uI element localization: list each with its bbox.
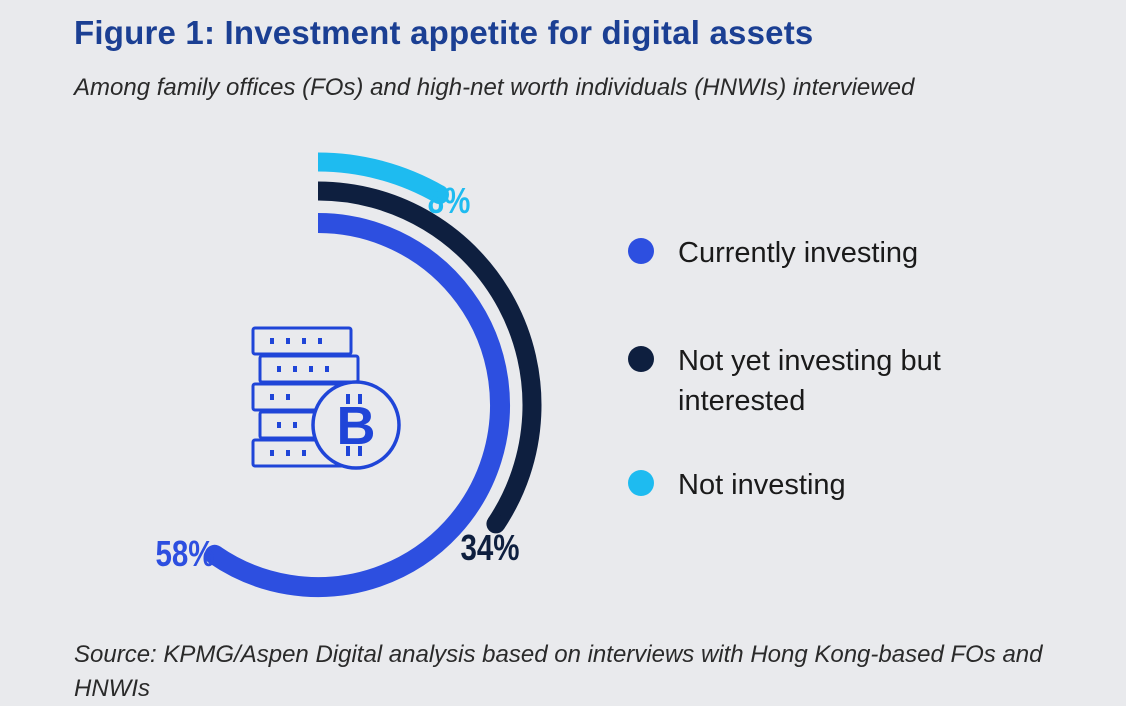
chart-title: Figure 1: Investment appetite for digita… xyxy=(74,14,814,51)
value-label-currently-investing: 58% xyxy=(155,533,214,573)
bar-not-investing xyxy=(317,152,445,203)
value-label-not-investing: 8% xyxy=(428,180,471,220)
legend-label: Not investing xyxy=(678,469,846,501)
bar-currently-investing xyxy=(208,213,510,597)
source-note: Source: KPMG/Aspen Digital analysis base… xyxy=(74,641,1043,702)
legend-item-currently-investing: Currently investing xyxy=(628,234,918,273)
legend-label: Currently investing xyxy=(678,237,919,269)
legend-swatch-interested xyxy=(628,346,654,372)
legend-swatch-not-investing xyxy=(628,470,654,496)
legend-item-interested: Not yet investing but interested xyxy=(628,342,1008,421)
bar-interested xyxy=(317,181,542,530)
legend-item-not-investing: Not investing xyxy=(628,466,846,505)
bar-end-cap-currently-investing xyxy=(204,544,225,565)
bar-end-cap-interested xyxy=(486,514,506,534)
bitcoin-coin xyxy=(311,380,401,470)
legend-label: Not yet investing but interested xyxy=(678,345,941,417)
bitcoin-symbol: B xyxy=(337,396,376,456)
bitcoin-server-icon: B xyxy=(251,326,401,470)
chart-subtitle: Among family offices (FOs) and high-net … xyxy=(74,74,915,101)
value-label-interested: 34% xyxy=(460,527,519,567)
bar-end-cap-not-investing xyxy=(430,185,449,205)
legend-swatch-currently-investing xyxy=(628,238,654,264)
